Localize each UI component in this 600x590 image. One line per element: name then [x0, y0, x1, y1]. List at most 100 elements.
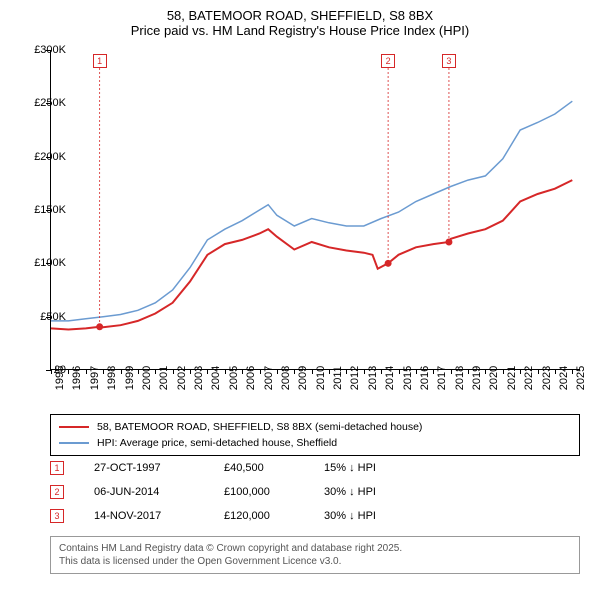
x-tick: [121, 369, 122, 374]
x-tick: [433, 369, 434, 374]
x-tick: [485, 369, 486, 374]
x-tick-label: 2018: [454, 366, 466, 390]
x-tick-label: 1996: [71, 366, 83, 390]
legend-swatch: [59, 426, 89, 428]
x-tick-label: 1998: [106, 366, 118, 390]
x-tick-label: 2004: [210, 366, 222, 390]
chart-marker-1: 1: [93, 54, 107, 68]
sales-date: 06-JUN-2014: [94, 486, 224, 498]
legend-row: 58, BATEMOOR ROAD, SHEFFIELD, S8 8BX (se…: [59, 419, 571, 435]
sales-marker: 1: [50, 461, 64, 475]
y-tick-label: £250K: [34, 97, 66, 109]
x-tick-label: 2025: [575, 366, 587, 390]
x-tick: [503, 369, 504, 374]
x-tick-label: 2012: [349, 366, 361, 390]
x-tick-label: 2006: [245, 366, 257, 390]
x-tick-label: 2003: [193, 366, 205, 390]
x-tick-label: 2019: [471, 366, 483, 390]
sales-marker: 3: [50, 509, 64, 523]
chart-title-block: 58, BATEMOOR ROAD, SHEFFIELD, S8 8BX Pri…: [0, 0, 600, 38]
x-tick: [155, 369, 156, 374]
x-tick: [86, 369, 87, 374]
sales-price: £40,500: [224, 462, 324, 474]
x-tick: [294, 369, 295, 374]
x-tick-label: 1997: [89, 366, 101, 390]
x-tick: [190, 369, 191, 374]
marker-point-2: [385, 260, 392, 267]
y-tick-label: £100K: [34, 257, 66, 269]
sales-row: 127-OCT-1997£40,50015% ↓ HPI: [50, 456, 580, 480]
x-tick-label: 1995: [54, 366, 66, 390]
x-tick: [138, 369, 139, 374]
x-tick: [260, 369, 261, 374]
x-tick: [399, 369, 400, 374]
sales-price: £100,000: [224, 486, 324, 498]
sales-price: £120,000: [224, 510, 324, 522]
sales-diff: 30% ↓ HPI: [324, 510, 444, 522]
x-tick: [520, 369, 521, 374]
x-tick-label: 2015: [402, 366, 414, 390]
x-tick-label: 2017: [436, 366, 448, 390]
x-tick-label: 2008: [280, 366, 292, 390]
title-line-2: Price paid vs. HM Land Registry's House …: [0, 23, 600, 38]
attribution-line-2: This data is licensed under the Open Gov…: [59, 555, 571, 568]
sales-diff: 15% ↓ HPI: [324, 462, 444, 474]
attribution-box: Contains HM Land Registry data © Crown c…: [50, 536, 580, 574]
legend-swatch: [59, 442, 89, 444]
x-tick-label: 2002: [176, 366, 188, 390]
x-tick-label: 2001: [158, 366, 170, 390]
y-tick-label: £200K: [34, 151, 66, 163]
marker-point-1: [96, 323, 103, 330]
legend: 58, BATEMOOR ROAD, SHEFFIELD, S8 8BX (se…: [50, 414, 580, 456]
x-tick-label: 2007: [263, 366, 275, 390]
x-tick: [207, 369, 208, 374]
sales-table: 127-OCT-1997£40,50015% ↓ HPI206-JUN-2014…: [50, 456, 580, 528]
x-tick: [346, 369, 347, 374]
x-tick: [242, 369, 243, 374]
x-tick: [103, 369, 104, 374]
x-tick-label: 1999: [124, 366, 136, 390]
x-tick: [468, 369, 469, 374]
x-tick-label: 2013: [367, 366, 379, 390]
series-property: [51, 180, 572, 329]
x-tick-label: 2022: [523, 366, 535, 390]
x-tick: [538, 369, 539, 374]
x-tick: [451, 369, 452, 374]
x-tick: [173, 369, 174, 374]
chart-svg: [51, 50, 581, 370]
x-tick: [51, 369, 52, 374]
x-tick-label: 2016: [419, 366, 431, 390]
x-tick-label: 2009: [297, 366, 309, 390]
x-tick: [572, 369, 573, 374]
x-tick: [225, 369, 226, 374]
series-hpi: [51, 101, 572, 321]
legend-label: HPI: Average price, semi-detached house,…: [97, 437, 337, 449]
x-tick-label: 2005: [228, 366, 240, 390]
sales-date: 14-NOV-2017: [94, 510, 224, 522]
x-tick: [555, 369, 556, 374]
x-tick-label: 2010: [315, 366, 327, 390]
chart-plot-area: 123: [50, 50, 580, 370]
x-tick: [364, 369, 365, 374]
x-tick: [329, 369, 330, 374]
x-tick: [312, 369, 313, 374]
x-tick: [381, 369, 382, 374]
legend-row: HPI: Average price, semi-detached house,…: [59, 435, 571, 451]
x-tick: [68, 369, 69, 374]
sales-diff: 30% ↓ HPI: [324, 486, 444, 498]
x-tick-label: 2000: [141, 366, 153, 390]
marker-point-3: [445, 239, 452, 246]
title-line-1: 58, BATEMOOR ROAD, SHEFFIELD, S8 8BX: [0, 8, 600, 23]
x-tick: [277, 369, 278, 374]
x-tick-label: 2024: [558, 366, 570, 390]
chart-marker-3: 3: [442, 54, 456, 68]
x-tick: [416, 369, 417, 374]
x-tick-label: 2020: [488, 366, 500, 390]
sales-row: 2 06-JUN-2014£100,00030% ↓ HPI: [50, 480, 580, 504]
sales-marker: 2: [50, 485, 64, 499]
y-tick-label: £150K: [34, 204, 66, 216]
x-tick-label: 2023: [541, 366, 553, 390]
attribution-line-1: Contains HM Land Registry data © Crown c…: [59, 542, 571, 555]
sales-row: 3 14-NOV-2017£120,00030% ↓ HPI: [50, 504, 580, 528]
x-tick-label: 2014: [384, 366, 396, 390]
